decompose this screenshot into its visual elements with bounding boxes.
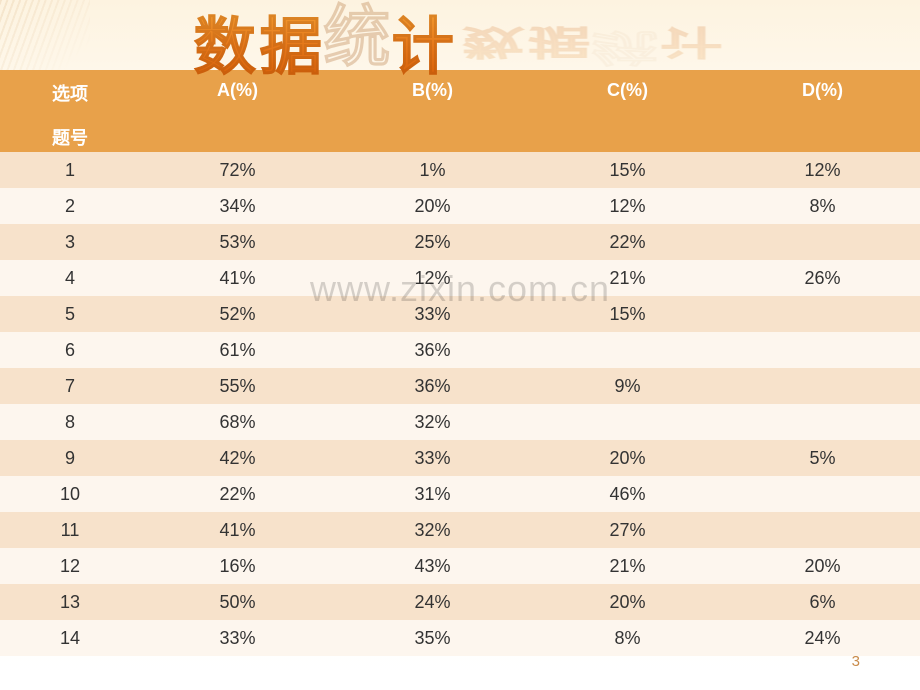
header-col-c: C(%) (530, 70, 725, 152)
table-row: 234%20%12%8% (0, 188, 920, 224)
cell-a: 22% (140, 476, 335, 512)
corner-decoration (0, 0, 90, 70)
cell-a: 68% (140, 404, 335, 440)
cell-a: 61% (140, 332, 335, 368)
cell-c: 15% (530, 152, 725, 188)
table-row: 1022%31%46% (0, 476, 920, 512)
cell-c: 9% (530, 368, 725, 404)
slide-title: 数据统计 数据统计 (0, 0, 920, 78)
cell-b: 31% (335, 476, 530, 512)
table-row: 1141%32%27% (0, 512, 920, 548)
header-col-b: B(%) (335, 70, 530, 152)
cell-b: 33% (335, 440, 530, 476)
cell-d (725, 512, 920, 548)
cell-d: 6% (725, 584, 920, 620)
cell-a: 34% (140, 188, 335, 224)
cell-a: 33% (140, 620, 335, 656)
cell-a: 41% (140, 260, 335, 296)
table-row: 942%33%20%5% (0, 440, 920, 476)
cell-a: 55% (140, 368, 335, 404)
row-num: 2 (0, 188, 140, 224)
cell-c: 27% (530, 512, 725, 548)
table-row: 868%32% (0, 404, 920, 440)
stats-table: 选项 题号 A(%) B(%) C(%) D(%) 172%1%15%12%23… (0, 70, 920, 656)
cell-c (530, 404, 725, 440)
cell-b: 1% (335, 152, 530, 188)
cell-a: 52% (140, 296, 335, 332)
header-corner-bottom: 题号 (0, 124, 140, 150)
table-row: 552%33%15% (0, 296, 920, 332)
cell-b: 25% (335, 224, 530, 260)
cell-d (725, 476, 920, 512)
cell-c: 20% (530, 440, 725, 476)
row-num: 12 (0, 548, 140, 584)
row-num: 14 (0, 620, 140, 656)
cell-d: 12% (725, 152, 920, 188)
page-number: 3 (852, 653, 860, 670)
cell-d: 24% (725, 620, 920, 656)
cell-d (725, 404, 920, 440)
table-row: 1350%24%20%6% (0, 584, 920, 620)
cell-a: 41% (140, 512, 335, 548)
cell-b: 33% (335, 296, 530, 332)
header-corner: 选项 题号 (0, 70, 140, 152)
cell-a: 50% (140, 584, 335, 620)
cell-c: 20% (530, 584, 725, 620)
cell-a: 16% (140, 548, 335, 584)
cell-d (725, 368, 920, 404)
table-row: 755%36%9% (0, 368, 920, 404)
cell-d (725, 332, 920, 368)
cell-a: 72% (140, 152, 335, 188)
row-num: 8 (0, 404, 140, 440)
cell-b: 32% (335, 512, 530, 548)
cell-c: 12% (530, 188, 725, 224)
cell-b: 35% (335, 620, 530, 656)
cell-c: 8% (530, 620, 725, 656)
row-num: 13 (0, 584, 140, 620)
cell-c: 46% (530, 476, 725, 512)
cell-c: 21% (530, 548, 725, 584)
cell-b: 12% (335, 260, 530, 296)
table-row: 661%36% (0, 332, 920, 368)
table-row: 353%25%22% (0, 224, 920, 260)
cell-b: 36% (335, 332, 530, 368)
row-num: 5 (0, 296, 140, 332)
row-num: 4 (0, 260, 140, 296)
row-num: 7 (0, 368, 140, 404)
header-col-d: D(%) (725, 70, 920, 152)
table-row: 1216%43%21%20% (0, 548, 920, 584)
header-col-a: A(%) (140, 70, 335, 152)
cell-a: 42% (140, 440, 335, 476)
row-num: 3 (0, 224, 140, 260)
cell-c: 22% (530, 224, 725, 260)
cell-c: 21% (530, 260, 725, 296)
cell-a: 53% (140, 224, 335, 260)
row-num: 1 (0, 152, 140, 188)
cell-d: 26% (725, 260, 920, 296)
cell-d (725, 296, 920, 332)
cell-b: 43% (335, 548, 530, 584)
cell-d: 20% (725, 548, 920, 584)
cell-d: 5% (725, 440, 920, 476)
row-num: 9 (0, 440, 140, 476)
cell-b: 32% (335, 404, 530, 440)
cell-d (725, 224, 920, 260)
cell-c (530, 332, 725, 368)
cell-c: 15% (530, 296, 725, 332)
cell-b: 20% (335, 188, 530, 224)
title-reflection: 数据统计 (462, 20, 726, 70)
row-num: 6 (0, 332, 140, 368)
cell-b: 24% (335, 584, 530, 620)
table-body: 172%1%15%12%234%20%12%8%353%25%22%441%12… (0, 152, 920, 656)
table-row: 441%12%21%26% (0, 260, 920, 296)
table-row: 172%1%15%12% (0, 152, 920, 188)
cell-d: 8% (725, 188, 920, 224)
table-row: 1433%35%8%24% (0, 620, 920, 656)
table-header-row: 选项 题号 A(%) B(%) C(%) D(%) (0, 70, 920, 152)
row-num: 11 (0, 512, 140, 548)
cell-b: 36% (335, 368, 530, 404)
row-num: 10 (0, 476, 140, 512)
header-corner-top: 选项 (0, 80, 140, 106)
